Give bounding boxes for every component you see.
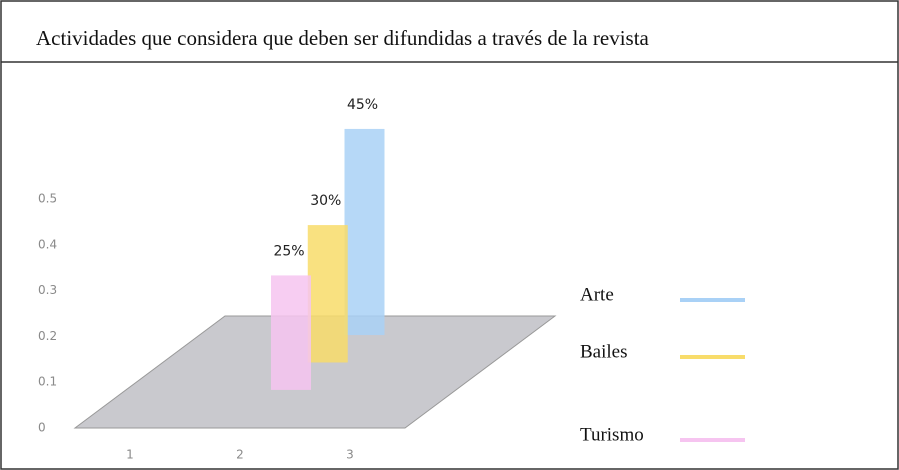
legend-label: Bailes [580, 341, 628, 362]
bar [344, 128, 385, 336]
data-label: 30% [310, 193, 341, 209]
x-tick-label: 2 [236, 448, 244, 462]
data-label: 45% [347, 97, 378, 113]
legend-label: Turismo [580, 424, 644, 445]
bar [271, 275, 311, 390]
chart-title: Actividades que considera que deben ser … [36, 26, 650, 50]
x-tick-label: 1 [126, 448, 134, 462]
y-tick-label: 0.3 [38, 283, 57, 297]
bar [307, 225, 348, 363]
y-tick-label: 0.1 [38, 375, 57, 389]
legend-label: Arte [580, 284, 614, 305]
y-tick-label: 0.2 [38, 329, 57, 343]
y-tick-label: 0.5 [38, 192, 57, 206]
x-tick-label: 3 [346, 448, 354, 462]
data-label: 25% [273, 243, 304, 259]
y-tick-label: 0 [38, 421, 46, 435]
y-tick-label: 0.4 [38, 237, 57, 251]
floor [73, 315, 557, 429]
